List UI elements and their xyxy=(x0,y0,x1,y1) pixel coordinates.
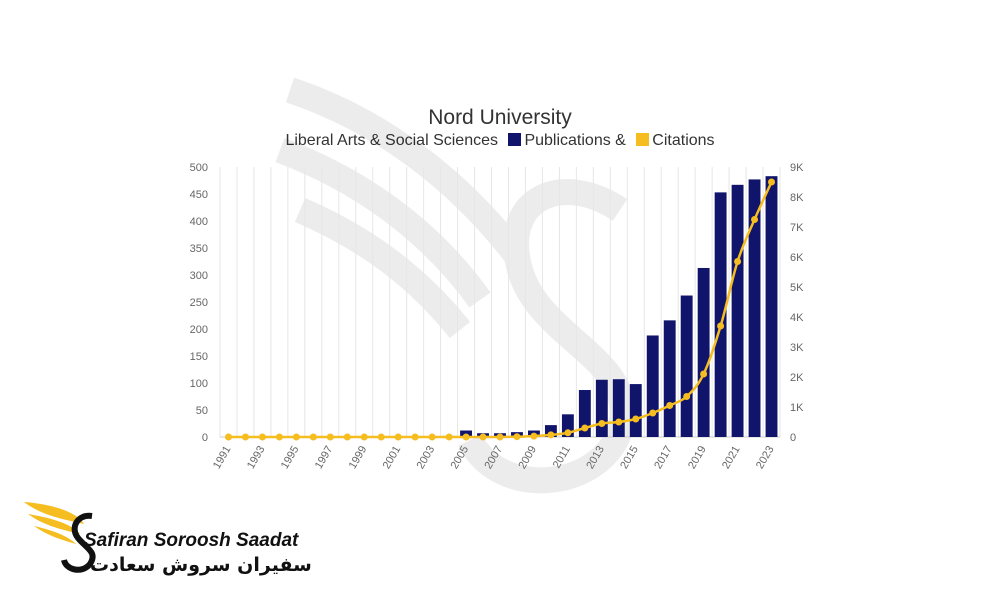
publications-bar xyxy=(714,192,727,437)
logo-text-en: Safiran Soroosh Saadat xyxy=(84,530,299,551)
citations-point xyxy=(649,409,657,417)
citations-point xyxy=(445,433,453,441)
chart-subtitle: Liberal Arts & Social Sciences Publicati… xyxy=(0,132,1000,150)
citations-point xyxy=(462,433,470,441)
y-left-tick-label: 250 xyxy=(190,297,208,309)
x-tick-label: 2023 xyxy=(754,444,777,471)
citations-point xyxy=(496,433,504,441)
citations-point xyxy=(326,433,334,441)
logo-text-fa: سفیران سروش سعادت xyxy=(90,554,312,576)
y-left-tick-label: 0 xyxy=(202,432,208,444)
publications-bar xyxy=(680,295,693,437)
citations-point xyxy=(360,433,368,441)
citations-point xyxy=(598,420,606,427)
citations-legend-swatch xyxy=(636,133,650,146)
publications-bar xyxy=(595,379,608,437)
x-tick-label: 1993 xyxy=(245,444,268,471)
citations-point xyxy=(275,433,283,441)
citations-point xyxy=(547,431,555,439)
y-right-tick-label: 0 xyxy=(790,432,796,444)
x-tick-label: 1997 xyxy=(313,444,336,471)
subtitle-text: Liberal Arts & Social Sciences xyxy=(285,132,498,149)
citations-point xyxy=(683,393,691,400)
citations-point xyxy=(666,402,674,409)
publications-bar xyxy=(765,176,778,437)
x-tick-label: 2019 xyxy=(686,444,709,471)
publications-bar xyxy=(578,390,591,437)
citations-point xyxy=(377,433,385,441)
y-right-tick-label: 8K xyxy=(790,192,804,204)
publications-bar xyxy=(561,414,574,437)
x-tick-label: 2021 xyxy=(720,444,743,471)
watermark-logo xyxy=(275,77,636,494)
citations-legend-label: Citations xyxy=(652,132,715,149)
citations-point xyxy=(632,415,640,423)
citations-point xyxy=(530,432,538,440)
citations-point xyxy=(717,322,725,330)
y-left-tick-label: 50 xyxy=(196,405,208,417)
x-tick-label: 1991 xyxy=(211,444,234,471)
x-tick-label: 2003 xyxy=(415,444,438,471)
citations-point xyxy=(394,433,402,441)
publications-bar xyxy=(663,320,676,437)
citations-point xyxy=(224,433,232,441)
company-logo xyxy=(24,502,96,573)
citations-point xyxy=(564,429,572,437)
y-left-tick-label: 150 xyxy=(190,351,208,363)
y-right-tick-label: 2K xyxy=(790,372,804,384)
citations-point xyxy=(292,433,300,441)
y-right-tick-label: 1K xyxy=(790,402,804,414)
citations-point xyxy=(479,433,487,441)
citations-point xyxy=(615,418,623,426)
citations-point xyxy=(751,216,759,223)
x-tick-label: 1995 xyxy=(279,444,302,471)
publications-bar xyxy=(748,179,761,438)
citations-point xyxy=(411,433,419,441)
x-tick-label: 2009 xyxy=(516,444,539,471)
citations-line xyxy=(224,178,776,441)
y-left-tick-label: 350 xyxy=(190,243,208,255)
publications-legend-label: Publications xyxy=(524,132,611,149)
publications-bar xyxy=(646,335,659,437)
y-left-tick-label: 450 xyxy=(190,189,208,201)
y-right-tick-label: 4K xyxy=(790,312,804,324)
y-left-tick-label: 200 xyxy=(190,324,208,336)
y-right-tick-label: 5K xyxy=(790,282,804,294)
x-tick-label: 2017 xyxy=(652,444,675,471)
chart-title: Nord University xyxy=(428,106,572,129)
y-left-tick-label: 500 xyxy=(190,162,208,174)
y-right-tick-label: 7K xyxy=(790,222,804,234)
legend-ampersand: & xyxy=(615,132,626,149)
publications-legend-swatch xyxy=(508,133,522,146)
y-right-tick-label: 6K xyxy=(790,252,804,264)
citations-point xyxy=(428,433,436,441)
citations-point xyxy=(513,433,521,441)
x-tick-label: 1999 xyxy=(347,444,370,471)
citations-point xyxy=(768,178,776,186)
y-left-tick-label: 300 xyxy=(190,270,208,282)
y-left-tick-label: 100 xyxy=(190,378,208,390)
y-left-tick-label: 400 xyxy=(190,216,208,228)
citations-point xyxy=(700,370,708,378)
citations-point xyxy=(734,258,742,265)
citations-point xyxy=(309,433,317,441)
publications-bar xyxy=(731,184,744,437)
citations-point xyxy=(343,433,351,441)
x-tick-label: 2001 xyxy=(381,444,404,471)
y-right-tick-label: 3K xyxy=(790,342,804,354)
publications-bar xyxy=(544,425,557,437)
citations-point xyxy=(258,433,266,441)
publications-bar xyxy=(612,379,625,437)
grid xyxy=(219,167,781,438)
citations-point xyxy=(581,424,589,432)
publications-bar xyxy=(697,267,710,437)
publications-bar xyxy=(629,384,642,437)
citations-point xyxy=(241,433,249,441)
wing-icon xyxy=(24,502,96,573)
y-right-tick-label: 9K xyxy=(790,162,804,174)
